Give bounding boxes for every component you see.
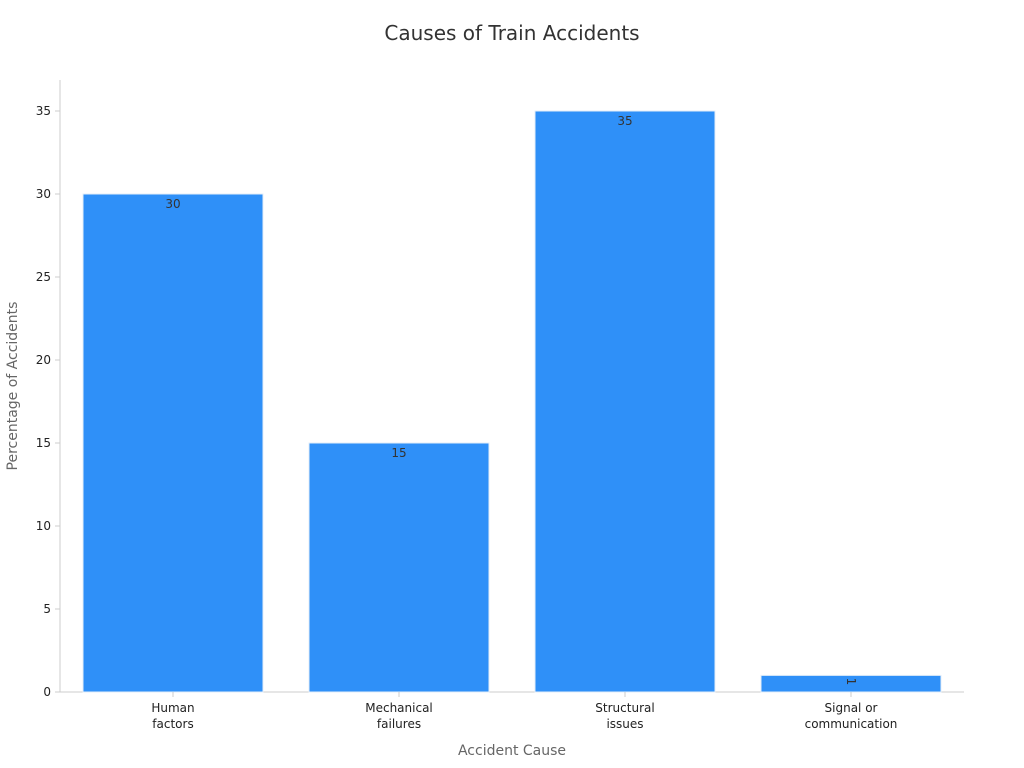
x-tick-label-2: Structural issues [595,701,654,731]
y-tick-label-6: 30 [36,187,51,201]
x-tick-label-1: Mechanical failures [365,701,433,731]
bar-value-label-2: 35 [617,114,632,128]
y-ticks: 0 5 10 15 20 25 30 35 [36,104,60,699]
bar-0 [82,193,264,693]
y-tick-label-5: 25 [36,270,51,284]
chart-title: Causes of Train Accidents [384,21,639,45]
y-tick-label-1: 5 [43,602,51,616]
y-axis-title: Percentage of Accidents [5,302,21,471]
x-tick-label-3: Signal or communication [805,701,898,731]
bar-value-label-1: 15 [391,446,406,460]
bar-1 [308,442,490,693]
y-tick-label-4: 20 [36,353,51,367]
bar-labels: 30 15 35 1 [165,114,858,685]
y-tick-label-3: 15 [36,436,51,450]
x-tick-label-0: Human factors [151,701,194,731]
bar-2 [534,110,716,693]
y-tick-label-7: 35 [36,104,51,118]
y-tick-label-0: 0 [43,685,51,699]
x-ticks: Human factors Mechanical failures Structural… [151,692,897,731]
bars [82,110,942,693]
bar-value-label-3: 1 [844,678,858,686]
x-axis-title: Accident Cause [458,743,566,759]
bar-value-label-0: 30 [165,197,180,211]
y-tick-label-2: 10 [36,519,51,533]
